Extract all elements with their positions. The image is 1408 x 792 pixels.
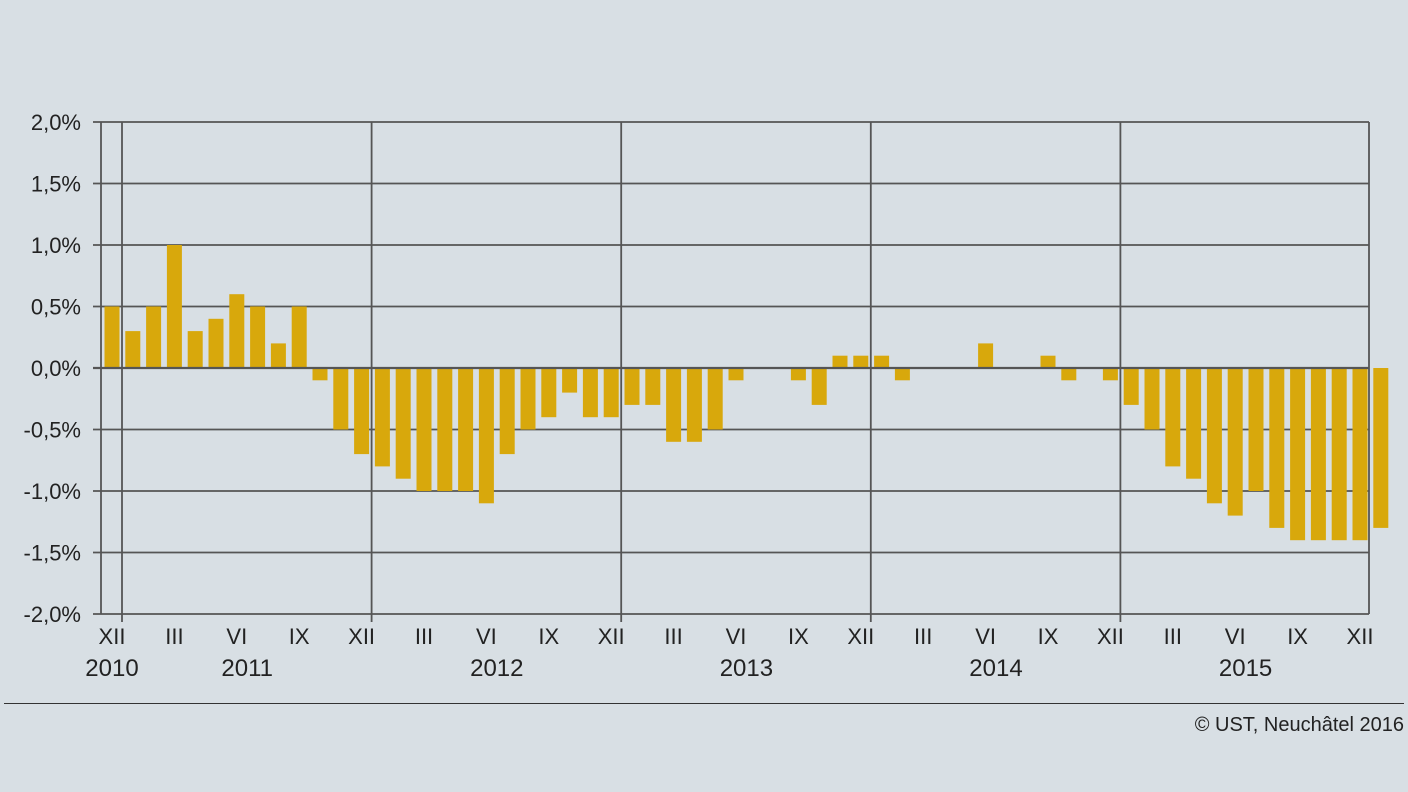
year-label: 2015 xyxy=(1219,655,1272,682)
x-tick-label: XII xyxy=(348,624,375,649)
x-tick-label: IX xyxy=(289,624,310,649)
bar-2014-02 xyxy=(894,368,910,381)
bar-2015-01 xyxy=(1123,368,1139,405)
bar-2013-02 xyxy=(645,368,661,405)
x-tick-label: III xyxy=(914,624,932,649)
bar-2015-06 xyxy=(1227,368,1243,516)
y-tick-label: -1,0% xyxy=(24,479,81,504)
x-tick-label: XII xyxy=(847,624,874,649)
x-tick-label: III xyxy=(165,624,183,649)
x-tick-label: IX xyxy=(1287,624,1308,649)
bar-2014-10 xyxy=(1061,368,1077,381)
year-label: 2011 xyxy=(221,655,273,682)
bar-2014-09 xyxy=(1040,355,1056,368)
bar-2012-03 xyxy=(416,368,432,491)
bar-2015-07 xyxy=(1248,368,1264,491)
year-label: 2010 xyxy=(85,655,138,682)
bar-2013-05 xyxy=(707,368,723,430)
bar-2010-12 xyxy=(104,306,120,368)
bar-2014-06 xyxy=(978,343,994,368)
bar-2015-09 xyxy=(1290,368,1306,541)
x-tick-label: III xyxy=(664,624,682,649)
x-tick-label: IX xyxy=(788,624,809,649)
bar-2015-02 xyxy=(1144,368,1160,430)
bar-2012-08 xyxy=(520,368,536,430)
y-tick-label: 1,0% xyxy=(31,233,81,258)
bar-2013-01 xyxy=(624,368,640,405)
x-tick-label: III xyxy=(1164,624,1182,649)
bar-2015-08 xyxy=(1269,368,1285,528)
y-tick-label: -0,5% xyxy=(24,418,81,443)
bar-2012-10 xyxy=(562,368,578,393)
bar-2013-04 xyxy=(686,368,702,442)
y-tick-label: -2,0% xyxy=(24,602,81,627)
bar-2011-07 xyxy=(250,306,266,368)
bar-2013-06 xyxy=(728,368,744,381)
y-tick-label: 0,0% xyxy=(31,356,81,381)
x-tick-label: VI xyxy=(476,624,497,649)
bar-2014-12 xyxy=(1102,368,1118,381)
bar-2012-01 xyxy=(374,368,390,467)
bar-2011-06 xyxy=(229,294,245,368)
bar-2012-12 xyxy=(603,368,619,418)
x-tick-label: XII xyxy=(1097,624,1124,649)
bar-2012-11 xyxy=(582,368,598,418)
y-tick-label: 1,5% xyxy=(31,172,81,197)
x-tick-label: IX xyxy=(1038,624,1059,649)
bar-2013-11 xyxy=(832,355,848,368)
year-label: 2013 xyxy=(720,655,773,682)
y-tick-label: 0,5% xyxy=(31,295,81,320)
x-tick-label: III xyxy=(415,624,433,649)
bar-2013-12 xyxy=(853,355,869,368)
x-tick-label: IX xyxy=(538,624,559,649)
bar-2013-03 xyxy=(666,368,682,442)
bar-2011-03 xyxy=(166,245,182,368)
bar-2011-10 xyxy=(312,368,328,381)
bar-2013-09 xyxy=(790,368,806,381)
x-tick-label: XII xyxy=(598,624,625,649)
x-tick-label: VI xyxy=(226,624,247,649)
bar-2013-10 xyxy=(811,368,827,405)
bar-2011-05 xyxy=(208,318,224,368)
x-tick-label: VI xyxy=(1225,624,1246,649)
copyright-text: © UST, Neuchâtel 2016 xyxy=(1194,714,1404,736)
bar-2012-02 xyxy=(395,368,411,479)
bar-2011-11 xyxy=(333,368,349,430)
bar-2014-01 xyxy=(874,355,890,368)
bar-2012-09 xyxy=(541,368,557,418)
bar-2015-10 xyxy=(1310,368,1326,541)
bar-2011-02 xyxy=(146,306,162,368)
bar-2011-01 xyxy=(125,331,141,368)
year-label: 2014 xyxy=(969,655,1022,682)
bar-undefined xyxy=(1373,368,1389,528)
x-tick-label: XII xyxy=(99,624,126,649)
x-tick-label: VI xyxy=(726,624,747,649)
y-tick-label: 2,0% xyxy=(31,110,81,135)
bar-2012-05 xyxy=(458,368,474,491)
bar-2011-08 xyxy=(270,343,286,368)
bar-2015-03 xyxy=(1165,368,1181,467)
footer-divider xyxy=(4,703,1404,704)
year-label: 2012 xyxy=(470,655,523,682)
bar-2012-04 xyxy=(437,368,453,491)
x-tick-label: XII xyxy=(1347,624,1374,649)
bar-2011-12 xyxy=(354,368,370,455)
bar-2015-11 xyxy=(1331,368,1347,541)
bar-2011-04 xyxy=(187,331,203,368)
bar-2011-09 xyxy=(291,306,307,368)
bar-2012-06 xyxy=(478,368,494,504)
y-tick-label: -1,5% xyxy=(24,541,81,566)
bar-chart: 2,0% 1,5% 1,0% 0,5% 0,0% -0,5% -1,0% -1,5% -2,0%… xyxy=(24,110,1389,682)
bar-2015-05 xyxy=(1206,368,1222,504)
x-tick-label: VI xyxy=(975,624,996,649)
bar-2012-07 xyxy=(499,368,515,455)
bar-2015-12 xyxy=(1352,368,1368,541)
bar-2015-04 xyxy=(1186,368,1202,479)
